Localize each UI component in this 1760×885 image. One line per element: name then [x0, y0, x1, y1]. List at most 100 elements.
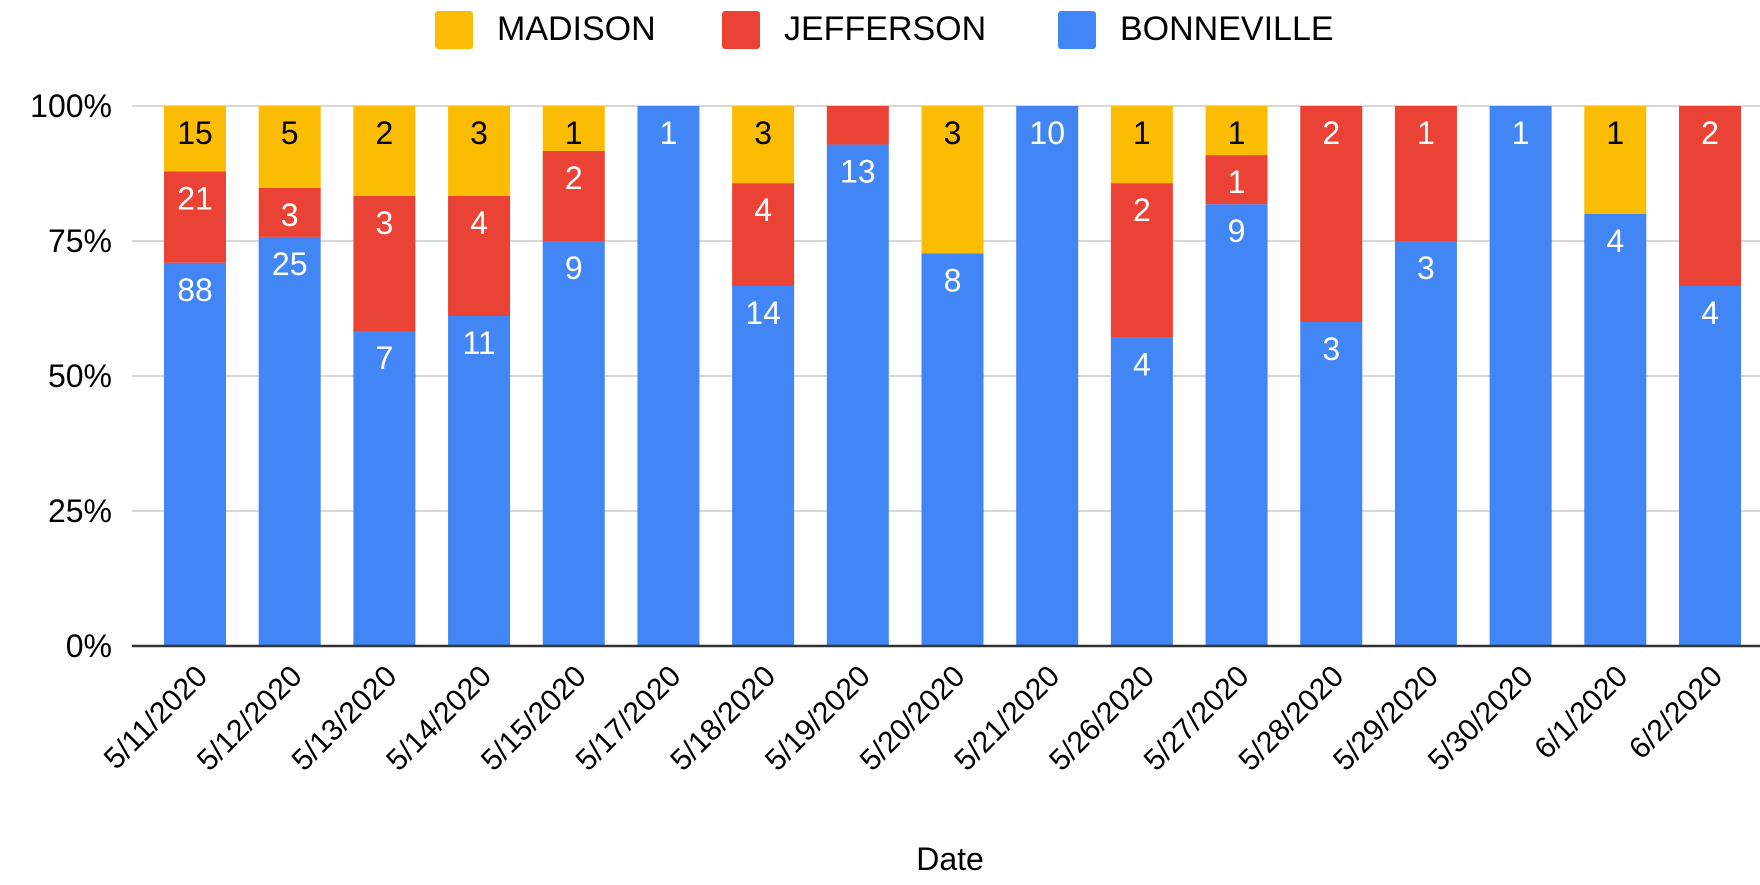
data-label-jefferson: 4 [754, 192, 772, 228]
bar-group: 41 [1584, 106, 1647, 646]
bar-group: 11 4 3 [448, 106, 511, 646]
bar-segment-madison [1584, 106, 1647, 214]
data-label-bonneville: 9 [1228, 213, 1246, 249]
bar-segment-madison [448, 106, 511, 196]
data-label-bonneville: 3 [1322, 331, 1340, 367]
y-tick-label: 100% [30, 88, 112, 124]
data-label-bonneville: 1 [1512, 115, 1530, 151]
legend-label: JEFFERSON [784, 10, 986, 48]
data-label-jefferson: 1 [1228, 164, 1246, 200]
x-axis-title: Date [916, 841, 984, 877]
bar-segment-bonneville [1394, 241, 1457, 646]
legend-swatch [1058, 11, 1096, 49]
bar-group: 4 2 1 [1110, 106, 1173, 646]
bar-segment-jefferson [1110, 183, 1173, 338]
bar-segment-bonneville [1584, 214, 1647, 646]
data-label-jefferson: 2 [1133, 192, 1151, 228]
data-label-madison: 3 [470, 115, 488, 151]
bar-segment-bonneville [1016, 106, 1079, 646]
legend-item-jefferson: JEFFERSON [722, 10, 986, 49]
bar-segment-bonneville [258, 236, 321, 646]
legend: MADISON JEFFERSON BONNEVILLE [435, 10, 1334, 49]
bar-segment-bonneville [448, 316, 511, 646]
data-label-bonneville: 4 [1133, 346, 1151, 382]
data-label-madison: 2 [375, 115, 393, 151]
bar-group: 88 21 15 [164, 106, 226, 646]
data-label-bonneville: 10 [1029, 115, 1065, 151]
bar-segment-jefferson [1205, 155, 1268, 205]
legend-item-madison: MADISON [435, 10, 656, 49]
bar-segment-jefferson [353, 196, 416, 331]
data-label-madison: 1 [565, 115, 583, 151]
data-label-madison: 5 [281, 115, 299, 151]
data-label-bonneville: 25 [272, 246, 308, 282]
bar-segment-madison [542, 106, 605, 151]
data-label-bonneville: 7 [375, 340, 393, 376]
bar-group: 7 3 2 [353, 106, 416, 646]
data-label-jefferson: 3 [281, 197, 299, 233]
data-label-bonneville: 1 [660, 115, 678, 151]
bar-segment-jefferson [448, 196, 511, 316]
data-label-bonneville: 4 [1606, 223, 1624, 259]
x-tick-label: 6/1/2020 [1528, 660, 1634, 766]
bar-segment-jefferson [1394, 106, 1457, 241]
y-tick-label: 0% [66, 628, 112, 664]
bar-group: 42 [1679, 106, 1741, 646]
data-label-jefferson: 2 [1701, 115, 1719, 151]
data-label-madison: 1 [1606, 115, 1624, 151]
legend-label: BONNEVILLE [1120, 10, 1334, 48]
bar-segment-madison [732, 106, 795, 184]
bar-segment-bonneville [826, 144, 889, 647]
bar-segment-madison [1205, 106, 1268, 156]
bar-group: 1 [637, 106, 700, 646]
bar-segment-bonneville [1110, 337, 1173, 646]
data-label-bonneville: 9 [565, 250, 583, 286]
bar-group: 83 [921, 106, 984, 647]
legend-label: MADISON [497, 10, 656, 48]
data-label-jefferson: 1 [1417, 115, 1435, 151]
data-label-jefferson: 3 [375, 205, 393, 241]
data-label-jefferson: 2 [1322, 115, 1340, 151]
bar-segment-bonneville [732, 286, 795, 646]
x-tick-label: 5/30/2020 [1422, 660, 1540, 778]
bar-segment-bonneville [1489, 106, 1552, 646]
data-label-jefferson: 21 [177, 180, 213, 216]
data-label-bonneville: 88 [177, 272, 213, 308]
bar-segment-jefferson [1300, 106, 1363, 322]
legend-item-bonneville: BONNEVILLE [1058, 10, 1334, 49]
data-label-madison: 15 [177, 115, 213, 151]
bar-segment-jefferson [826, 106, 889, 145]
bar-segment-madison [921, 106, 984, 254]
bar-group: 32 [1300, 106, 1363, 646]
bar-group: 14 4 3 [732, 106, 795, 646]
y-tick-label: 75% [48, 223, 112, 259]
data-label-bonneville: 11 [462, 325, 495, 361]
bar-segment-jefferson [1679, 106, 1741, 286]
data-label-bonneville: 4 [1701, 295, 1719, 331]
x-tick-label: 6/2/2020 [1623, 660, 1729, 766]
bar-segment-bonneville [164, 262, 226, 646]
bar-segment-bonneville [637, 106, 700, 646]
data-label-jefferson: 2 [565, 160, 583, 196]
bar-segment-jefferson [164, 171, 226, 263]
bar-group: 13 [826, 106, 889, 647]
bar-segment-bonneville [542, 241, 605, 646]
bar-segment-bonneville [1300, 322, 1363, 646]
data-label-jefferson: 4 [470, 205, 488, 241]
y-tick-label: 50% [48, 358, 112, 394]
data-label-bonneville: 8 [944, 262, 962, 298]
y-tick-label: 25% [48, 493, 112, 529]
legend-swatch [435, 11, 473, 49]
bar-group: 31 [1394, 106, 1457, 646]
bar-segment-jefferson [258, 187, 321, 237]
bar-segment-bonneville [353, 331, 416, 646]
bar-segment-bonneville [1679, 286, 1741, 646]
data-label-bonneville: 3 [1417, 250, 1435, 286]
bar-segment-madison [258, 106, 321, 188]
bar-group: 25 3 5 [258, 106, 321, 646]
data-label-madison: 1 [1133, 115, 1151, 151]
data-label-madison: 3 [754, 115, 772, 151]
bar-segment-jefferson [542, 151, 605, 241]
